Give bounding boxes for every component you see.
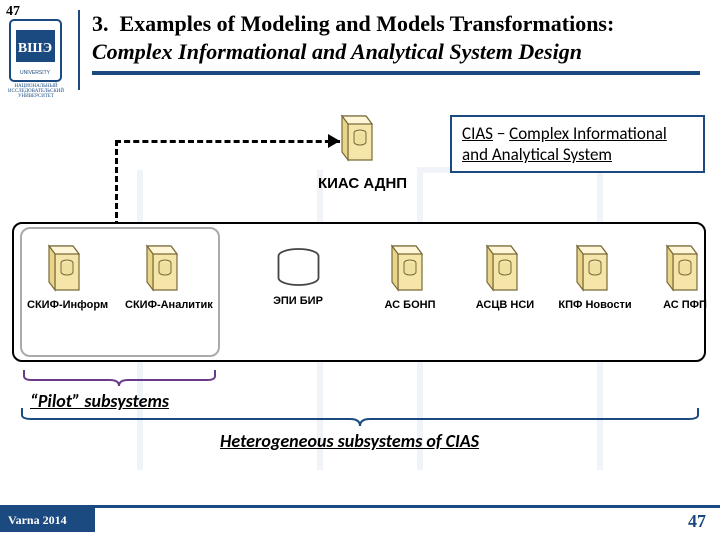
cias-acronym: CIAS bbox=[462, 123, 493, 144]
server-icon bbox=[145, 240, 185, 295]
title-number: 3. bbox=[92, 11, 109, 36]
kias-top-label: КИАС АДНП bbox=[318, 175, 407, 192]
hse-logo-icon: ВШЭ UNIVERSITY bbox=[8, 18, 63, 83]
subsystem-item: СКИФ-Аналитик bbox=[125, 240, 205, 311]
pilot-brace-icon bbox=[22, 368, 217, 388]
database-icon bbox=[276, 248, 321, 288]
subsystem-label: АС ПФП bbox=[645, 299, 720, 311]
svg-text:UNIVERSITY: UNIVERSITY bbox=[20, 70, 51, 76]
subsystem-label: АС БОНП bbox=[370, 299, 450, 311]
subsystem-item: АС БОНП bbox=[370, 240, 450, 311]
subsystem-item: АСЦВ НСИ bbox=[465, 240, 545, 311]
subsystem-label: СКИФ-Информ bbox=[27, 299, 107, 311]
top-server-icon bbox=[340, 110, 380, 165]
subsystem-item: КПФ Новости bbox=[555, 240, 635, 311]
arrow-tip-icon bbox=[328, 134, 340, 148]
subsystem-label: СКИФ-Аналитик bbox=[125, 299, 205, 311]
subsystem-label: КПФ Новости bbox=[555, 299, 635, 311]
subsystem-item: СКИФ-Информ bbox=[27, 240, 107, 311]
svg-text:ВШЭ: ВШЭ bbox=[18, 41, 52, 56]
subsystem-label: АСЦВ НСИ bbox=[465, 299, 545, 311]
server-icon bbox=[665, 240, 705, 295]
cias-sep: − bbox=[493, 123, 509, 144]
server-icon bbox=[47, 240, 87, 295]
cias-definition-box: CIAS − Complex Informational and Analyti… bbox=[450, 115, 705, 173]
footer-divider bbox=[0, 505, 720, 508]
hetero-label: Heterogeneous subsystems of CIAS bbox=[220, 430, 479, 452]
slide-number-bottom: 47 bbox=[688, 511, 706, 532]
footer-venue: Varna 2014 bbox=[8, 513, 67, 528]
dashed-connector-horizontal bbox=[115, 140, 340, 143]
subsystems-row: СКИФ-Информ СКИФ-Аналитик ЭПИ БИР АС БОНП АС… bbox=[10, 240, 710, 360]
title-underline bbox=[92, 71, 700, 75]
subsystem-label: ЭПИ БИР bbox=[258, 295, 338, 307]
title-line2: Complex Informational and Analytical Sys… bbox=[92, 39, 582, 64]
title-line1: Examples of Modeling and Models Transfor… bbox=[120, 11, 615, 36]
subsystem-item: АС ПФП bbox=[645, 240, 720, 311]
architecture-diagram: CIAS − Complex Informational and Analyti… bbox=[10, 110, 710, 410]
subsystem-item: ЭПИ БИР bbox=[258, 240, 338, 307]
server-icon bbox=[485, 240, 525, 295]
server-icon bbox=[390, 240, 430, 295]
server-icon bbox=[575, 240, 615, 295]
logo-subtext: НАЦИОНАЛЬНЫЙ ИССЛЕДОВАТЕЛЬСКИЙ УНИВЕРСИТ… bbox=[2, 84, 70, 99]
slide-title: 3. Examples of Modeling and Models Trans… bbox=[92, 10, 700, 65]
hetero-brace-icon bbox=[20, 406, 700, 428]
slide-header: 3. Examples of Modeling and Models Trans… bbox=[78, 10, 700, 90]
